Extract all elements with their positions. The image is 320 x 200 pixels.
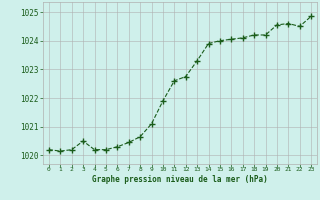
X-axis label: Graphe pression niveau de la mer (hPa): Graphe pression niveau de la mer (hPa) xyxy=(92,175,268,184)
